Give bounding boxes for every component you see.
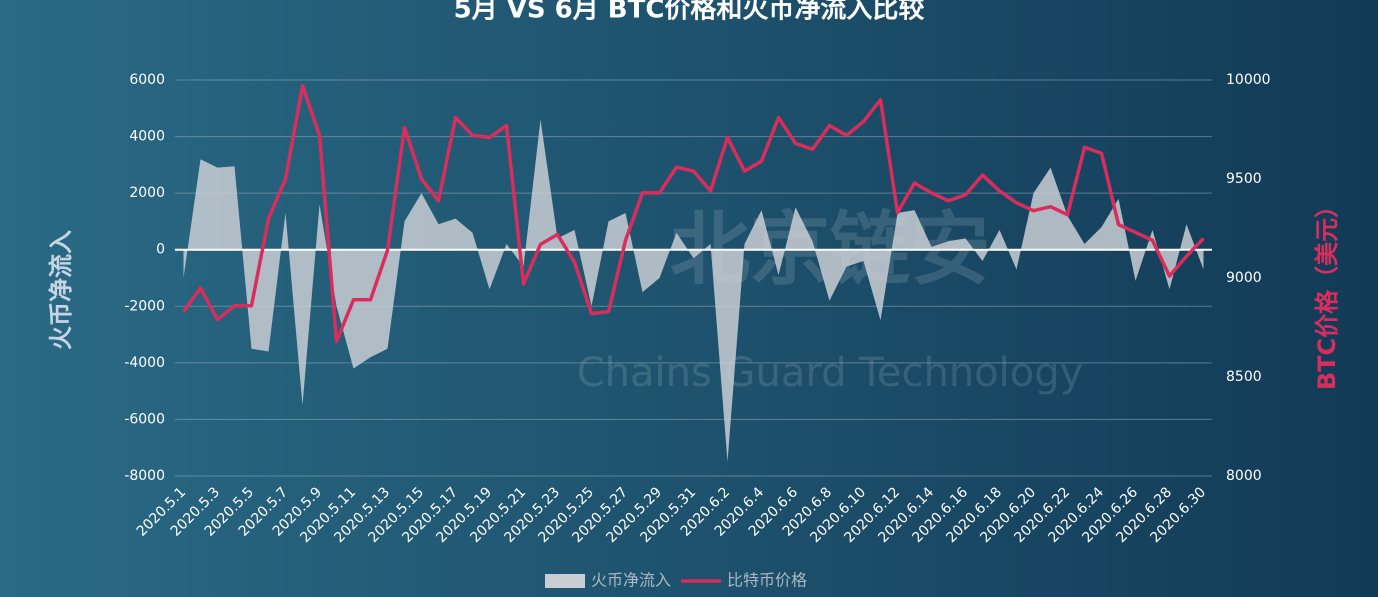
y-tick-label: -2000 bbox=[124, 298, 165, 314]
y-tick-label: 4000 bbox=[129, 129, 165, 145]
y-axis-title: 火币净流入 bbox=[47, 230, 75, 350]
y-tick-label: -4000 bbox=[124, 355, 165, 371]
y-tick-label: -6000 bbox=[124, 411, 165, 427]
y2-axis-title: BTC价格（美元） bbox=[1313, 194, 1341, 390]
y-tick-label: 0 bbox=[156, 242, 165, 258]
area bbox=[183, 119, 1204, 462]
line bbox=[182, 84, 1205, 344]
legend-label: 比特币价格 bbox=[727, 571, 807, 590]
y-tick-label: -8000 bbox=[124, 468, 165, 484]
chart-title: 5月 VS 6月 BTC价格和火币净流入比较 bbox=[454, 0, 925, 25]
y-tick-label: 6000 bbox=[129, 72, 165, 88]
legend-swatch bbox=[545, 574, 585, 588]
y2-tick-label: 8000 bbox=[1226, 468, 1262, 484]
y2-tick-label: 8500 bbox=[1226, 369, 1262, 385]
y-tick-label: 2000 bbox=[129, 185, 165, 201]
y2-tick-label: 9500 bbox=[1226, 171, 1262, 187]
y2-tick-label: 10000 bbox=[1226, 72, 1271, 88]
watermark: Chains Guard Technology bbox=[577, 350, 1084, 396]
y2-tick-label: 9000 bbox=[1226, 270, 1262, 286]
legend-label: 火币净流入 bbox=[591, 571, 671, 590]
